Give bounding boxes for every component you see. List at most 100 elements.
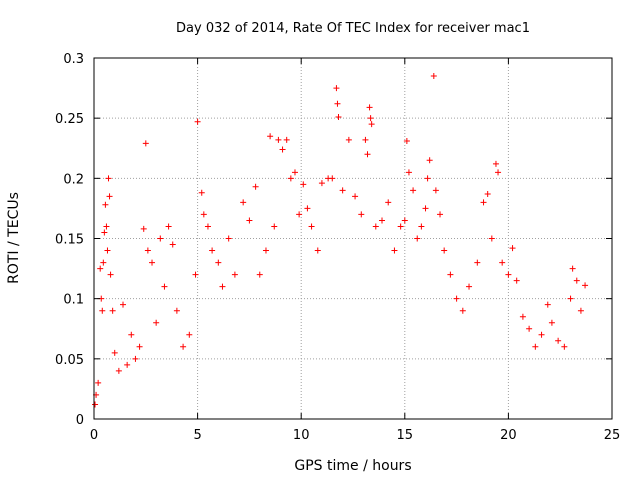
data-point [132,355,139,362]
data-point [136,343,143,350]
data-point [367,115,374,122]
data-point [318,180,325,187]
data-point [105,175,112,182]
data-point [246,217,253,224]
data-point [391,247,398,254]
data-point [104,247,111,254]
data-point [194,118,201,125]
data-point [385,199,392,206]
data-point [372,223,379,230]
data-point [569,265,576,272]
data-point [262,247,269,254]
data-point [209,247,216,254]
data-point [366,104,373,111]
data-point [519,313,526,320]
grid-lines [94,58,612,419]
data-point [103,223,110,230]
data-point [401,217,408,224]
data-point [561,343,568,350]
data-point [256,271,263,278]
data-point [106,193,113,200]
data-point [526,325,533,332]
data-point [573,277,580,284]
data-point [153,319,160,326]
data-point [499,259,506,266]
data-point [124,361,131,368]
data-point [279,146,286,153]
x-tick-label: 10 [293,428,310,443]
data-point [426,157,433,164]
data-point [304,205,311,212]
data-point [144,247,151,254]
data-point [459,307,466,314]
data-point [231,271,238,278]
data-point [513,277,520,284]
data-point [186,331,193,338]
y-tick-label: 0.3 [63,52,84,67]
data-point [364,151,371,158]
data-point [437,211,444,218]
data-point [495,169,502,176]
data-point [169,241,176,248]
data-point [447,271,454,278]
data-point [432,187,439,194]
data-point [379,217,386,224]
data-points [92,73,589,408]
data-point [453,295,460,302]
x-tick-label: 0 [90,428,98,443]
data-point [308,223,315,230]
data-point [107,271,114,278]
data-point [548,319,555,326]
data-point [538,331,545,338]
y-tick-label: 0.2 [63,172,84,187]
data-point [362,136,369,143]
data-point [120,301,127,308]
data-point [109,307,116,314]
data-point [198,189,205,196]
data-point [352,193,359,200]
data-point [140,225,147,232]
data-point [345,136,352,143]
data-point [219,283,226,290]
data-point [577,307,584,314]
data-point [509,245,516,252]
data-point [102,201,109,208]
data-point [480,199,487,206]
data-point [329,175,336,182]
data-point [99,307,106,314]
data-point [95,379,102,386]
data-point [405,169,412,176]
data-point [111,349,118,356]
data-point [267,133,274,140]
data-point [173,307,180,314]
data-point [410,187,417,194]
data-point [180,343,187,350]
y-axis-label: ROTI / TECUs [6,192,22,284]
data-point [333,85,340,92]
chart-title: Day 032 of 2014, Rate Of TEC Index for r… [176,21,530,36]
data-point [418,223,425,230]
data-point [397,223,404,230]
data-point [358,211,365,218]
x-axis-label: GPS time / hours [294,458,411,474]
data-point [424,175,431,182]
data-point [157,235,164,242]
data-point [544,301,551,308]
data-point [422,205,429,212]
data-point [505,271,512,278]
data-point [291,169,298,176]
data-point [287,175,294,182]
y-tick-label: 0.15 [55,233,84,248]
data-point [200,211,207,218]
data-point [204,223,211,230]
data-point [492,160,499,167]
data-point [532,343,539,350]
data-point [240,199,247,206]
data-point [466,283,473,290]
data-point [441,247,448,254]
data-point [128,331,135,338]
x-tick-label: 25 [604,428,621,443]
data-point [488,235,495,242]
data-point [215,259,222,266]
